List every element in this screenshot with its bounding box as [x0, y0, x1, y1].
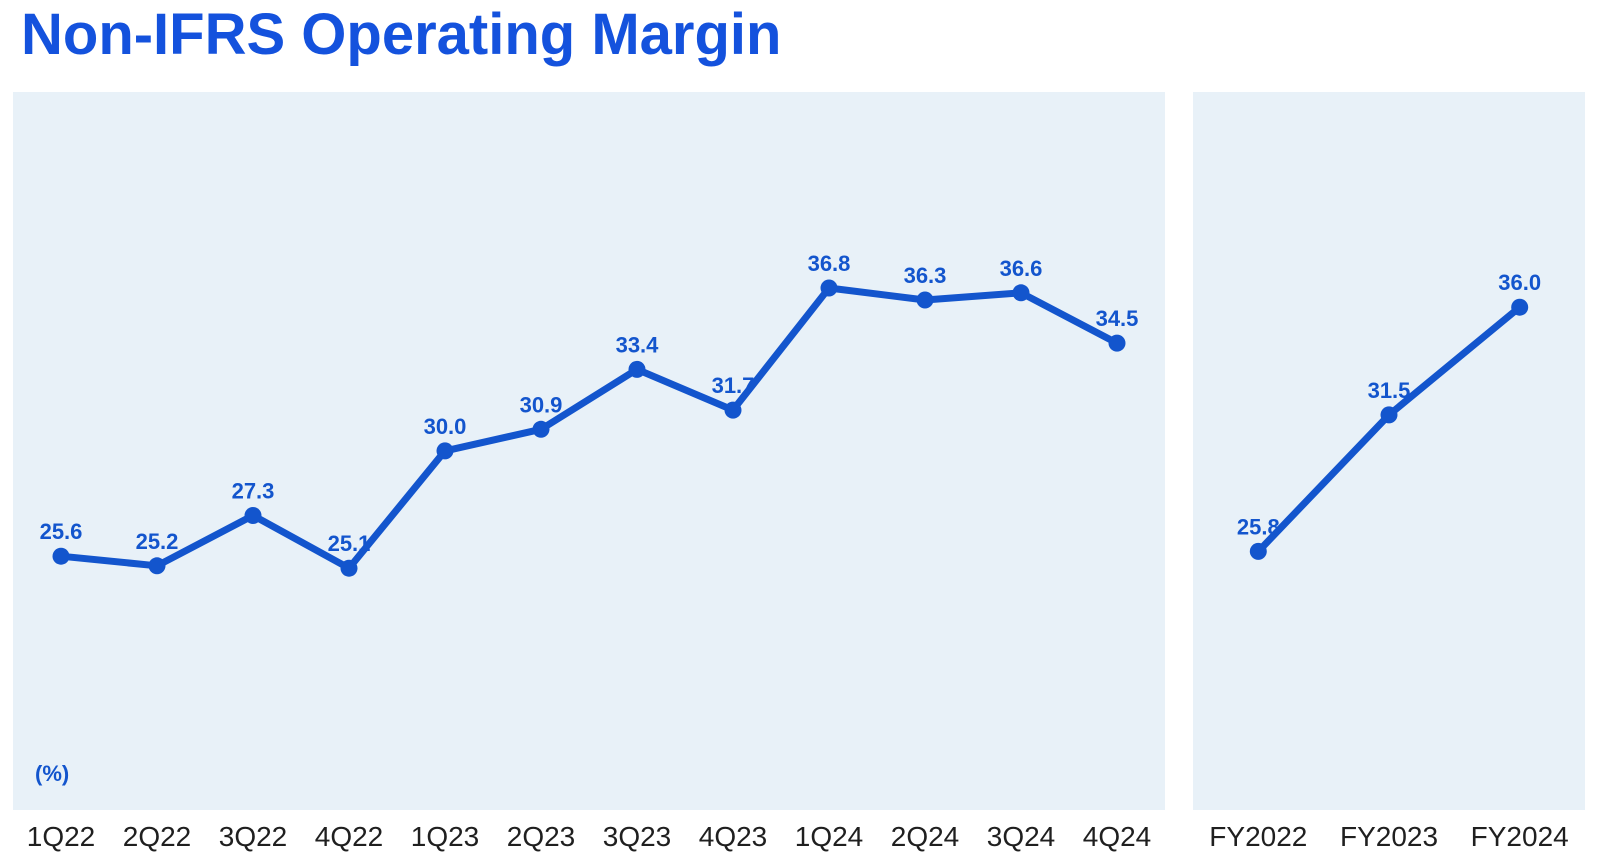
x-axis-label: FY2024	[1470, 820, 1569, 852]
data-point-marker	[1012, 284, 1030, 302]
data-point-label: 36.0	[1498, 270, 1541, 295]
data-point-marker	[436, 442, 454, 460]
quarterly-x-axis: 1Q22 2Q22 3Q22 4Q22 1Q23 2Q23 3Q23 4Q23 1Q24 2Q24…	[13, 810, 1165, 863]
data-point-label: 30.0	[424, 414, 467, 439]
data-point-marker	[1380, 406, 1398, 424]
x-axis-label: 1Q22	[26, 820, 96, 852]
page-title: Non-IFRS Operating Margin	[21, 2, 782, 67]
data-point-marker	[1108, 334, 1126, 352]
charts-row: 25.6 25.2 27.3 25.1 30.0 30.9 33.4 31.7 36.8 36.3…	[13, 92, 1585, 863]
data-point-marker	[340, 559, 358, 577]
data-point-label: 34.5	[1096, 306, 1139, 331]
data-point-label: 36.3	[904, 263, 947, 288]
data-point-label: 25.2	[136, 529, 179, 554]
data-point-label: 33.4	[616, 332, 660, 357]
data-point-marker	[1249, 542, 1267, 560]
data-point-marker	[148, 557, 166, 575]
data-point-marker	[52, 547, 70, 565]
data-point-label: 25.6	[40, 519, 83, 544]
data-point-marker	[1511, 298, 1529, 316]
x-axis-label: 1Q23	[410, 820, 480, 852]
unit-label: (%)	[35, 761, 70, 786]
data-point-label: 36.8	[808, 251, 851, 276]
annual-chart-panel: 25.8 31.5 36.0	[1193, 92, 1585, 810]
x-axis-label: 4Q23	[698, 820, 768, 852]
data-point-marker	[628, 360, 646, 378]
x-axis-label: 3Q24	[986, 820, 1056, 852]
x-axis-label: FY2023	[1339, 820, 1439, 852]
x-axis-label: 4Q24	[1082, 820, 1152, 852]
data-point-label: 27.3	[232, 479, 275, 504]
x-axis-label: 2Q23	[506, 820, 576, 852]
trend-line	[1254, 303, 1524, 555]
annual-chart-svg: 25.8 31.5 36.0	[1237, 270, 1541, 560]
data-point-marker	[916, 291, 934, 309]
data-point-label: 25.8	[1237, 514, 1280, 539]
quarterly-chart-block: 25.6 25.2 27.3 25.1 30.0 30.9 33.4 31.7 36.8 36.3…	[13, 92, 1165, 863]
x-axis-label: 3Q22	[218, 820, 288, 852]
data-point-label: 31.5	[1368, 378, 1411, 403]
quarterly-chart-svg: 25.6 25.2 27.3 25.1 30.0 30.9 33.4 31.7 36.8 36.3…	[40, 251, 1139, 577]
data-point-marker	[724, 401, 742, 419]
data-point-label: 36.6	[1000, 256, 1043, 281]
data-point-label: 30.9	[520, 392, 563, 417]
annual-x-axis: FY2022 FY2023 FY2024	[1193, 810, 1585, 863]
quarterly-chart-panel: 25.6 25.2 27.3 25.1 30.0 30.9 33.4 31.7 36.8 36.3…	[13, 92, 1165, 810]
annual-chart-block: 25.8 31.5 36.0 FY2022 FY2023 FY2024	[1193, 92, 1585, 863]
x-axis-label: 1Q24	[794, 820, 864, 852]
x-axis-label: 2Q22	[122, 820, 192, 852]
x-axis-label: 3Q23	[602, 820, 672, 852]
data-point-marker	[532, 420, 550, 438]
trend-line	[57, 284, 1121, 572]
data-point-label: 25.1	[328, 531, 371, 556]
data-point-marker	[820, 279, 838, 297]
data-point-marker	[244, 507, 262, 524]
x-axis-label: 2Q24	[890, 820, 960, 852]
x-axis-label: FY2022	[1209, 820, 1308, 852]
x-axis-label: 4Q22	[314, 820, 384, 852]
data-point-label: 31.7	[712, 373, 755, 398]
